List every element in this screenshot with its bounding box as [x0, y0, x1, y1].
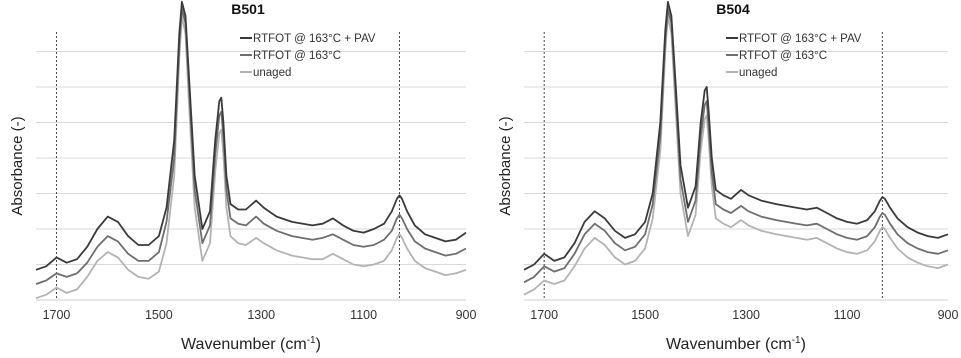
legend-label: RTFOT @ 163°C + PAV — [253, 33, 376, 45]
x-tick-label: 1500 — [145, 308, 173, 322]
legend-label: unaged — [253, 67, 291, 79]
chart-panel-b501: 1700 1500 1300 1100 900 B501 Wavenumber (cm-1)… — [0, 0, 480, 358]
x-tick-label: 1300 — [732, 308, 760, 322]
chart-b501: 1700 1500 1300 1100 900 B501 Wavenumber (cm-1)… — [9, 0, 477, 353]
x-tick-label: 1100 — [834, 308, 861, 322]
series-line — [35, 8, 467, 285]
x-tick-label: 900 — [938, 308, 959, 322]
series-line — [35, 0, 467, 271]
x-tick-label: 1300 — [247, 308, 275, 322]
x-tick-label: 1700 — [43, 308, 71, 322]
chart-title: B501 — [231, 1, 265, 17]
series-line — [523, 0, 949, 271]
x-tick-label: 1700 — [530, 308, 558, 322]
chart-b504: 1700 1500 1300 1100 900 B504 Wavenumber (cm-1)… — [497, 0, 959, 353]
x-tick-label: 900 — [456, 308, 477, 322]
series-line — [523, 8, 949, 284]
series-line — [35, 15, 467, 300]
y-axis-label: Absorbance (-) — [9, 116, 26, 215]
chart-panel-b504: 1700 1500 1300 1100 900 B504 Wavenumber (cm-1)… — [480, 0, 961, 358]
legend-label: unaged — [739, 67, 777, 79]
x-axis-label: Wavenumber (cm-1) — [666, 335, 806, 353]
series-line — [523, 15, 949, 296]
legend-label: RTFOT @ 163°C + PAV — [739, 33, 862, 45]
x-axis-label: Wavenumber (cm-1) — [181, 335, 321, 353]
chart-title: B504 — [716, 1, 750, 17]
x-tick-label: 1500 — [631, 308, 659, 322]
legend-label: RTFOT @ 163°C — [253, 50, 341, 62]
legend-label: RTFOT @ 163°C — [739, 50, 827, 62]
y-axis-label: Absorbance (-) — [497, 116, 514, 215]
x-tick-label: 1100 — [350, 308, 377, 322]
